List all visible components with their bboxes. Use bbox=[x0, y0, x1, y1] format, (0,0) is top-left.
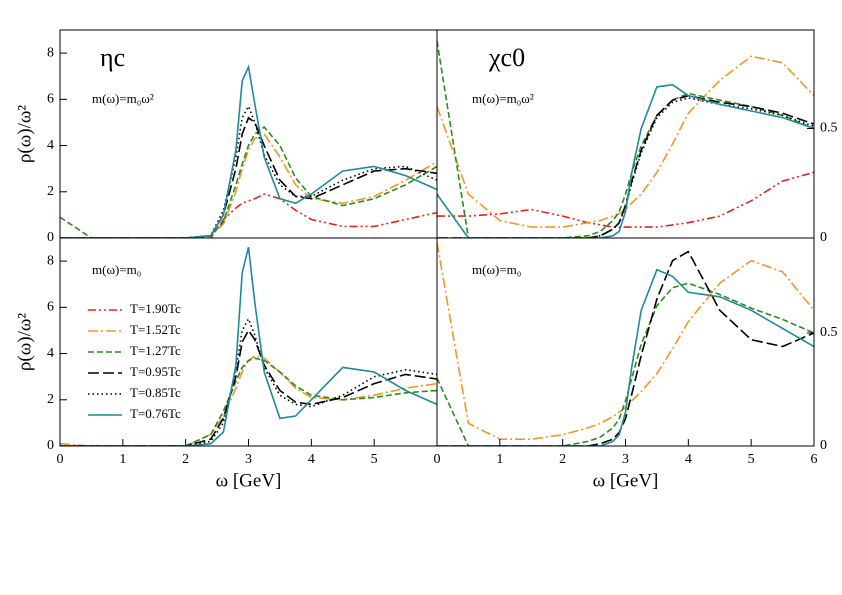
x-tick-label: 5 bbox=[748, 452, 755, 467]
legend-label: T=0.76Tc bbox=[130, 406, 181, 421]
series-line bbox=[437, 55, 814, 228]
plot-area bbox=[60, 64, 437, 238]
panel-note: m(ω)=m₀ω² bbox=[92, 91, 154, 106]
series-line bbox=[437, 282, 814, 446]
series-line bbox=[437, 171, 814, 228]
x-tick-label: 0 bbox=[57, 452, 64, 467]
y-tick-label: 4 bbox=[47, 346, 54, 361]
legend-label: T=0.85Tc bbox=[130, 385, 181, 400]
y-tick-label: 0 bbox=[47, 230, 54, 245]
plot-area bbox=[437, 40, 814, 238]
y-tick-label: 0 bbox=[820, 230, 827, 245]
panel-note: m(ω)=m₀ bbox=[472, 262, 521, 277]
series-line bbox=[60, 193, 437, 238]
x-axis-label: ω [GeV] bbox=[216, 470, 282, 491]
panel-note: m(ω)=m₀ω² bbox=[472, 91, 534, 106]
series-line bbox=[60, 104, 437, 238]
x-tick-label: 6 bbox=[811, 452, 818, 467]
series-line bbox=[437, 97, 814, 238]
y-tick-label: 0 bbox=[820, 438, 827, 453]
y-tick-label: 2 bbox=[47, 184, 54, 199]
y-axis-label: ρ(ω)/ω² bbox=[14, 105, 35, 163]
panel-label: χc0 bbox=[488, 43, 525, 72]
series-line bbox=[60, 247, 437, 446]
legend-label: T=0.95Tc bbox=[130, 364, 181, 379]
plot-area bbox=[60, 247, 437, 446]
series-line bbox=[60, 132, 437, 238]
y-tick-label: 0 bbox=[47, 438, 54, 453]
series-line bbox=[437, 83, 814, 238]
panel-label: ηc bbox=[100, 43, 125, 72]
legend-label: T=1.27Tc bbox=[130, 343, 181, 358]
series-line bbox=[437, 268, 814, 446]
series-line bbox=[437, 250, 814, 446]
x-tick-label: 1 bbox=[496, 452, 503, 467]
y-tick-label: 4 bbox=[47, 138, 54, 153]
panel-note: m(ω)=m₀ bbox=[92, 262, 141, 277]
series-line bbox=[60, 328, 437, 446]
legend-label: T=1.90Tc bbox=[130, 301, 181, 316]
x-tick-label: 0 bbox=[434, 452, 441, 467]
x-tick-label: 1 bbox=[119, 452, 126, 467]
legend-label: T=1.52Tc bbox=[130, 322, 181, 337]
x-tick-label: 5 bbox=[371, 452, 378, 467]
series-line bbox=[60, 126, 437, 238]
y-tick-label: 0.5 bbox=[820, 121, 838, 136]
series-line bbox=[60, 357, 437, 446]
y-tick-label: 6 bbox=[47, 300, 54, 315]
x-tick-label: 4 bbox=[308, 452, 315, 467]
x-tick-label: 4 bbox=[685, 452, 692, 467]
x-tick-label: 2 bbox=[182, 452, 189, 467]
series-line bbox=[60, 355, 437, 446]
y-tick-label: 8 bbox=[47, 45, 54, 60]
y-axis-label: ρ(ω)/ω² bbox=[14, 313, 35, 371]
y-tick-label: 2 bbox=[47, 392, 54, 407]
x-axis-label: ω [GeV] bbox=[593, 470, 659, 491]
y-tick-label: 0.5 bbox=[820, 325, 838, 340]
series-line bbox=[60, 116, 437, 238]
x-tick-label: 2 bbox=[559, 452, 566, 467]
x-tick-label: 3 bbox=[622, 452, 629, 467]
y-tick-label: 8 bbox=[47, 253, 54, 268]
series-line bbox=[437, 94, 814, 238]
plot-area bbox=[437, 242, 814, 446]
y-tick-label: 6 bbox=[47, 92, 54, 107]
series-line bbox=[437, 40, 814, 238]
x-tick-label: 3 bbox=[245, 452, 252, 467]
series-line bbox=[60, 64, 437, 238]
